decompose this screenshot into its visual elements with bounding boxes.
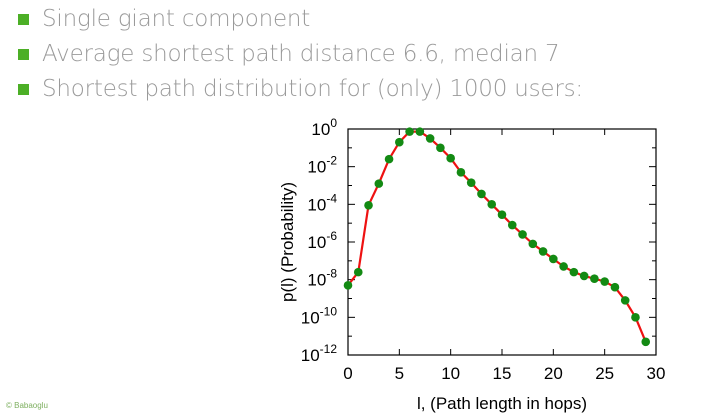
data-point <box>415 127 425 136</box>
y-tick-label: 10-6 <box>307 229 337 252</box>
bullet-item: Shortest path distribution for (only) 10… <box>18 72 583 106</box>
data-point <box>549 254 558 264</box>
data-point <box>507 220 517 230</box>
y-tick-exponent: -12 <box>320 342 338 356</box>
y-tick-exponent: -4 <box>326 191 337 205</box>
tick-marks <box>347 128 657 356</box>
y-tick-label: 10-2 <box>307 154 337 177</box>
bullet-text: Single giant component <box>42 6 311 32</box>
data-point <box>559 262 568 271</box>
x-tick-label: 15 <box>493 364 512 383</box>
x-tick-label: 10 <box>441 364 460 383</box>
y-tick-mantissa: 10 <box>301 308 320 327</box>
data-point <box>487 200 497 209</box>
y-tick-label: 10-8 <box>307 267 337 290</box>
y-tick-exponent: -2 <box>326 154 337 168</box>
data-point <box>374 179 384 188</box>
data-point <box>641 337 651 347</box>
series-line <box>347 130 647 343</box>
data-point <box>600 277 609 286</box>
data-point <box>538 247 548 256</box>
bullet-list: Single giant component Average shortest … <box>18 2 583 107</box>
data-point <box>528 239 538 249</box>
y-tick-label: 100 <box>311 116 337 139</box>
data-point <box>620 296 630 305</box>
data-point <box>446 153 455 163</box>
data-point <box>384 154 394 164</box>
y-tick-label: 10-10 <box>301 304 338 327</box>
y-tick-exponent: 0 <box>330 116 337 130</box>
data-point <box>353 267 363 277</box>
x-tick-label: 25 <box>595 364 614 383</box>
y-tick-mantissa: 10 <box>307 233 326 252</box>
tick-labels: 0 5 10 15 20 25 3010010-210-410-610-810-1010-1… <box>301 116 666 383</box>
data-point <box>425 134 435 143</box>
y-tick-mantissa: 10 <box>307 158 326 177</box>
y-tick-mantissa: 10 <box>311 120 330 139</box>
copyright-credit: © Babaoglu <box>6 401 48 410</box>
bullet-item: Single giant component <box>18 2 583 36</box>
y-tick-mantissa: 10 <box>307 195 326 214</box>
data-point <box>518 230 527 239</box>
bullet-square-icon <box>18 13 29 25</box>
x-axis-label: l, (Path length in hops) <box>417 394 587 413</box>
data-point <box>405 127 414 136</box>
data-point <box>466 178 476 187</box>
data-point <box>579 271 589 281</box>
bullet-square-icon <box>18 48 29 60</box>
bullet-text: Average shortest path distance 6.6, medi… <box>42 41 560 67</box>
data-point <box>497 210 507 219</box>
plot-frame <box>347 128 657 356</box>
data-markers <box>343 127 651 347</box>
data-point <box>477 189 486 199</box>
x-tick-label: 5 <box>395 364 404 383</box>
y-tick-exponent: -6 <box>326 229 337 243</box>
y-tick-exponent: -8 <box>326 267 337 281</box>
data-point <box>590 274 599 284</box>
data-point <box>610 282 620 292</box>
bullet-item: Average shortest path distance 6.6, medi… <box>18 37 583 71</box>
x-tick-label: 20 <box>544 364 563 383</box>
bullet-square-icon <box>18 83 29 95</box>
bullet-text: Shortest path distribution for (only) 10… <box>42 76 583 102</box>
data-point <box>364 200 373 210</box>
data-point <box>395 137 404 147</box>
y-axis-label: p(l) (Probability) <box>278 182 297 302</box>
y-tick-label: 10-12 <box>301 342 338 365</box>
data-point <box>456 168 466 177</box>
x-tick-label: 0 <box>343 364 352 383</box>
data-point <box>569 267 579 277</box>
y-tick-mantissa: 10 <box>307 271 326 290</box>
x-tick-label: 30 <box>647 364 666 383</box>
y-tick-exponent: -10 <box>320 304 338 318</box>
data-point <box>343 281 353 290</box>
data-point <box>631 313 640 322</box>
data-point <box>436 143 445 153</box>
y-tick-label: 10-4 <box>307 191 337 214</box>
y-tick-mantissa: 10 <box>301 346 320 365</box>
